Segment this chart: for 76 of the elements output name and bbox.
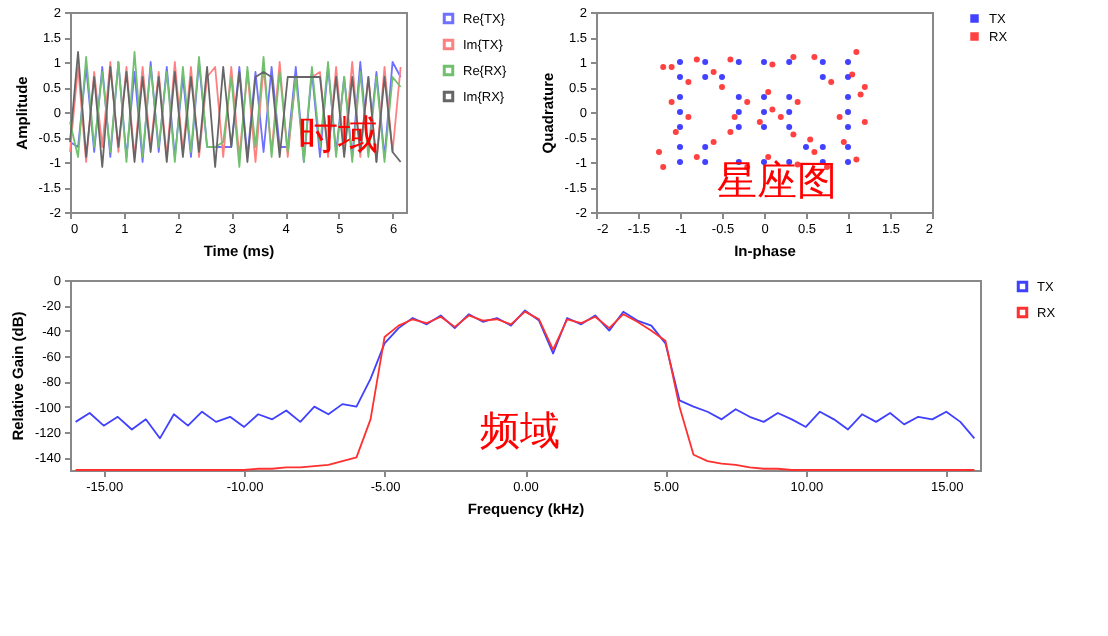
point [761, 109, 767, 115]
point [861, 119, 868, 125]
point [845, 159, 851, 165]
point [693, 56, 700, 63]
point [710, 69, 717, 75]
point [677, 74, 683, 80]
point [845, 144, 851, 150]
point [861, 84, 868, 90]
point [677, 124, 683, 130]
point [819, 144, 826, 150]
point [719, 84, 725, 90]
point [735, 124, 742, 130]
point [807, 136, 814, 143]
point [727, 129, 734, 135]
point [677, 159, 683, 165]
point [677, 109, 683, 115]
point [790, 131, 797, 138]
point [811, 54, 818, 60]
point [685, 114, 692, 120]
point [828, 79, 835, 85]
point [819, 74, 826, 80]
point [735, 59, 742, 65]
point [668, 99, 675, 105]
point [836, 114, 843, 120]
point [702, 59, 709, 65]
point [811, 149, 818, 155]
point [735, 94, 742, 100]
line-series [74, 310, 976, 471]
point [765, 89, 772, 95]
point [845, 74, 851, 80]
point [660, 64, 667, 70]
point [777, 114, 784, 120]
point [819, 59, 826, 65]
point [761, 124, 767, 130]
point [794, 99, 801, 105]
point [765, 154, 772, 160]
point [845, 124, 851, 130]
point [786, 124, 793, 130]
annotation: 星座图 [716, 156, 837, 204]
point [849, 71, 856, 78]
point [853, 49, 860, 55]
point [710, 139, 717, 145]
point [702, 144, 709, 150]
point [769, 61, 776, 68]
point [668, 64, 675, 70]
point [702, 159, 709, 165]
point [656, 149, 662, 155]
point [660, 164, 667, 170]
point [672, 129, 679, 135]
point [845, 59, 851, 65]
point [769, 106, 776, 113]
point [677, 59, 683, 65]
point [719, 74, 725, 80]
point [786, 94, 793, 100]
point [786, 59, 793, 65]
point [727, 56, 734, 63]
point [677, 94, 683, 100]
point [845, 94, 851, 100]
point [761, 94, 767, 100]
point [786, 109, 793, 115]
point [803, 144, 809, 150]
point [677, 144, 683, 150]
annotation: 频域 [479, 406, 560, 454]
point [845, 109, 851, 115]
point [702, 74, 709, 80]
point [857, 91, 864, 98]
point [685, 79, 692, 85]
point [731, 114, 738, 120]
point [756, 119, 763, 125]
point [840, 139, 847, 145]
point [693, 154, 700, 160]
point [790, 54, 797, 60]
point [853, 156, 860, 163]
point [735, 109, 742, 115]
point [744, 99, 751, 105]
point [761, 59, 767, 65]
